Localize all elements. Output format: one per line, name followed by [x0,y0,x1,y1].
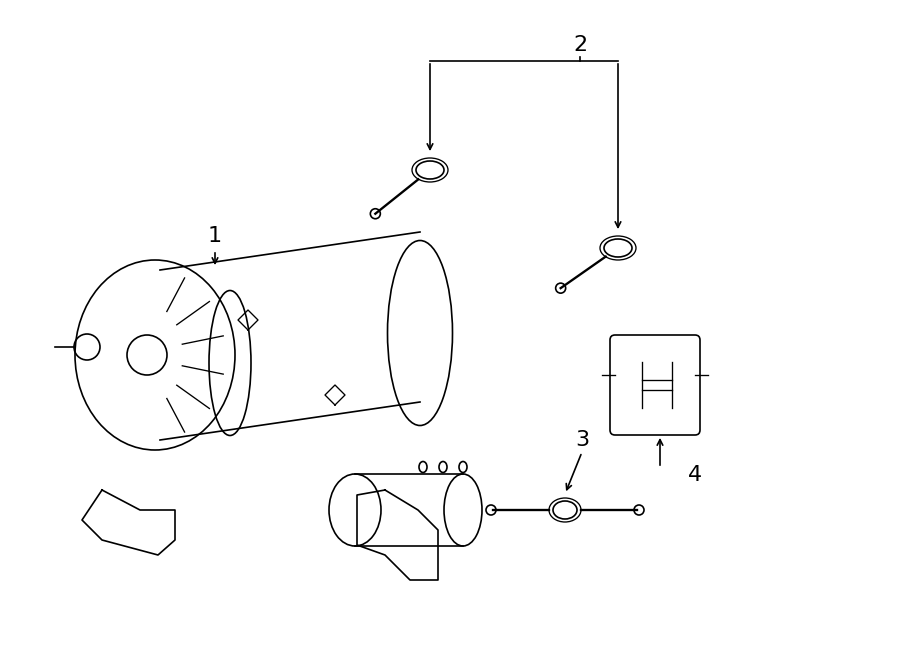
Text: 3: 3 [575,430,590,450]
Text: 1: 1 [208,226,222,246]
Text: 2: 2 [573,35,587,55]
Text: 4: 4 [688,465,702,485]
